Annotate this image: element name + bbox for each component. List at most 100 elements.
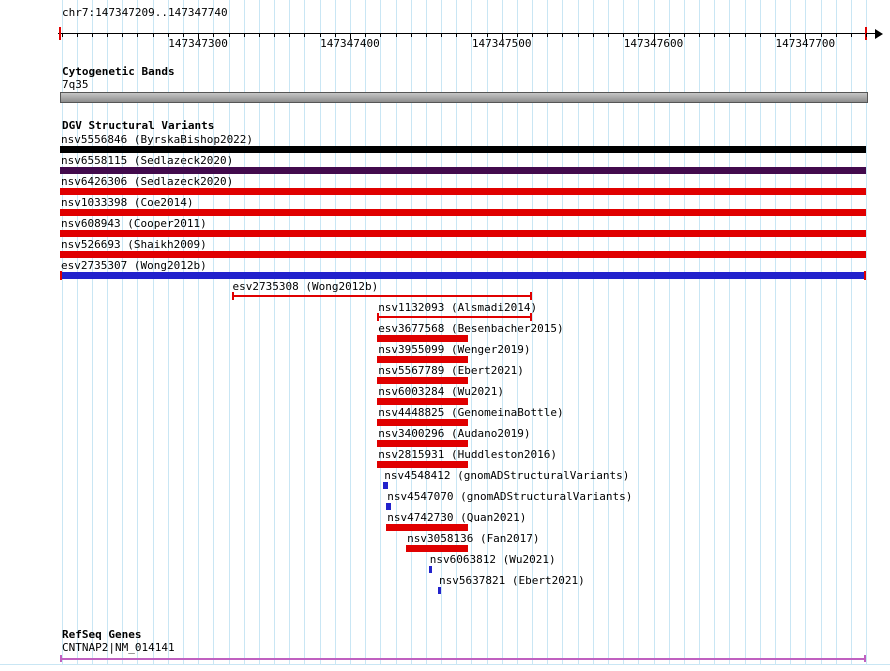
grid-line	[866, 0, 867, 665]
variant-end-tick	[530, 292, 533, 300]
variant-glyph[interactable]	[60, 230, 866, 237]
variant-row: nsv5637821 (Ebert2021)	[0, 575, 890, 596]
ruler-tick-minor	[258, 33, 260, 37]
variant-row: nsv4448825 (GenomeinaBottle)	[0, 407, 890, 428]
variant-label[interactable]: nsv3058136 (Fan2017)	[407, 532, 540, 545]
variant-label[interactable]: nsv6558115 (Sedlazeck2020)	[61, 154, 234, 167]
variant-label[interactable]: nsv4742730 (Quan2021)	[387, 511, 527, 524]
variant-row: nsv6063812 (Wu2021)	[0, 554, 890, 575]
variant-label[interactable]: nsv6063812 (Wu2021)	[429, 553, 556, 566]
variant-row: nsv608943 (Cooper2011)	[0, 218, 890, 239]
ruler-tick-minor	[729, 33, 731, 37]
variant-glyph[interactable]	[377, 461, 469, 468]
variant-label[interactable]: nsv1033398 (Coe2014)	[61, 196, 194, 209]
ruler-tick-major	[501, 33, 503, 39]
grid-line	[532, 0, 534, 665]
grid-line	[456, 0, 458, 665]
variant-label[interactable]: esv3677568 (Besenbacher2015)	[378, 322, 564, 335]
variant-label[interactable]: nsv4448825 (GenomeinaBottle)	[378, 406, 564, 419]
variant-glyph[interactable]	[60, 188, 866, 195]
variant-glyph[interactable]	[377, 356, 469, 363]
ruler-tick-minor	[774, 33, 776, 37]
variant-row: nsv526693 (Shaikh2009)	[0, 239, 890, 260]
variant-row: nsv6558115 (Sedlazeck2020)	[0, 155, 890, 176]
variant-glyph[interactable]	[377, 398, 469, 405]
ruler-tick-major	[805, 33, 807, 39]
ruler-tick-minor	[577, 33, 579, 37]
variant-label[interactable]: nsv5567789 (Ebert2021)	[378, 364, 524, 377]
variant-label[interactable]: nsv1132093 (Alsmadi2014)	[378, 301, 538, 314]
ruler-tick-minor	[137, 33, 139, 37]
variant-glyph[interactable]	[377, 419, 469, 426]
variant-glyph[interactable]	[428, 566, 432, 573]
variant-row: nsv5556846 (ByrskaBishop2022)	[0, 134, 890, 155]
ruler-tick-minor	[441, 33, 442, 37]
variant-label[interactable]: nsv4547070 (gnomADStructuralVariants)	[387, 490, 633, 503]
panel-bottom-border	[0, 664, 890, 665]
ruler-tick-minor	[228, 33, 230, 37]
variant-glyph[interactable]	[60, 146, 866, 153]
grid-line	[380, 0, 382, 665]
grid-line	[638, 0, 640, 665]
variant-row: nsv1033398 (Coe2014)	[0, 197, 890, 218]
ruler-tick-minor	[304, 33, 306, 37]
ruler-tick-minor	[668, 33, 670, 37]
variant-glyph[interactable]	[383, 482, 388, 489]
variant-label[interactable]: nsv3400296 (Audano2019)	[378, 427, 531, 440]
gene-glyph[interactable]	[60, 658, 866, 660]
region-boundary-marker	[59, 27, 61, 40]
variant-row: nsv4548412 (gnomADStructuralVariants)	[0, 470, 890, 491]
gene-label[interactable]: CNTNAP2|NM_014141	[62, 641, 175, 654]
ruler-tick-minor	[850, 33, 852, 37]
variant-label[interactable]: nsv3955099 (Wenger2019)	[378, 343, 531, 356]
variant-label[interactable]: nsv5556846 (ByrskaBishop2022)	[61, 133, 254, 146]
ruler-tick-major	[198, 33, 200, 39]
ruler-tick-minor	[91, 33, 93, 37]
variant-label[interactable]: nsv4548412 (gnomADStructuralVariants)	[384, 469, 630, 482]
variant-glyph[interactable]	[386, 503, 391, 510]
variant-label[interactable]: nsv608943 (Cooper2011)	[61, 217, 207, 230]
variant-glyph[interactable]	[377, 335, 469, 342]
variant-glyph[interactable]	[377, 440, 469, 447]
ruler-tick-minor	[608, 33, 609, 37]
grid-line	[592, 0, 594, 665]
variant-end-cap	[864, 271, 866, 280]
variant-label[interactable]: nsv526693 (Shaikh2009)	[61, 238, 207, 251]
grid-line	[243, 0, 245, 665]
variant-glyph[interactable]	[386, 524, 469, 531]
ruler-tick-minor	[683, 33, 685, 37]
variant-glyph[interactable]	[60, 272, 866, 279]
ruler-tick-minor	[866, 33, 867, 37]
variant-glyph[interactable]	[377, 316, 532, 318]
variant-glyph[interactable]	[231, 295, 532, 297]
variant-end-cap	[60, 271, 62, 280]
variant-glyph[interactable]	[377, 377, 469, 384]
gene-end-tick	[864, 655, 866, 662]
ruler-tick-major	[349, 33, 351, 39]
variant-glyph[interactable]	[60, 251, 866, 258]
variant-end-tick	[231, 292, 234, 300]
ruler-tick-minor	[759, 33, 761, 37]
variant-label[interactable]: esv2735307 (Wong2012b)	[61, 259, 207, 272]
variant-label[interactable]: nsv2815931 (Huddleston2016)	[378, 448, 557, 461]
variant-glyph[interactable]	[406, 545, 469, 552]
variant-glyph[interactable]	[60, 167, 866, 174]
variant-label[interactable]: nsv6003284 (Wu2021)	[378, 385, 505, 398]
variant-row: nsv2815931 (Huddleston2016)	[0, 449, 890, 470]
variant-label[interactable]: nsv5637821 (Ebert2021)	[439, 574, 585, 587]
ruler-tick-minor	[592, 33, 594, 37]
variant-label[interactable]: nsv6426306 (Sedlazeck2020)	[61, 175, 234, 188]
grid-line	[425, 0, 427, 665]
variant-label[interactable]: esv2735308 (Wong2012b)	[232, 280, 379, 293]
grid-line	[516, 0, 518, 665]
variant-glyph[interactable]	[438, 587, 441, 594]
variant-row: esv2735307 (Wong2012b)	[0, 260, 890, 281]
variant-glyph[interactable]	[60, 209, 866, 216]
variant-row: nsv3955099 (Wenger2019)	[0, 344, 890, 365]
ruler-tick-minor	[699, 33, 700, 37]
grid-line	[441, 0, 442, 665]
